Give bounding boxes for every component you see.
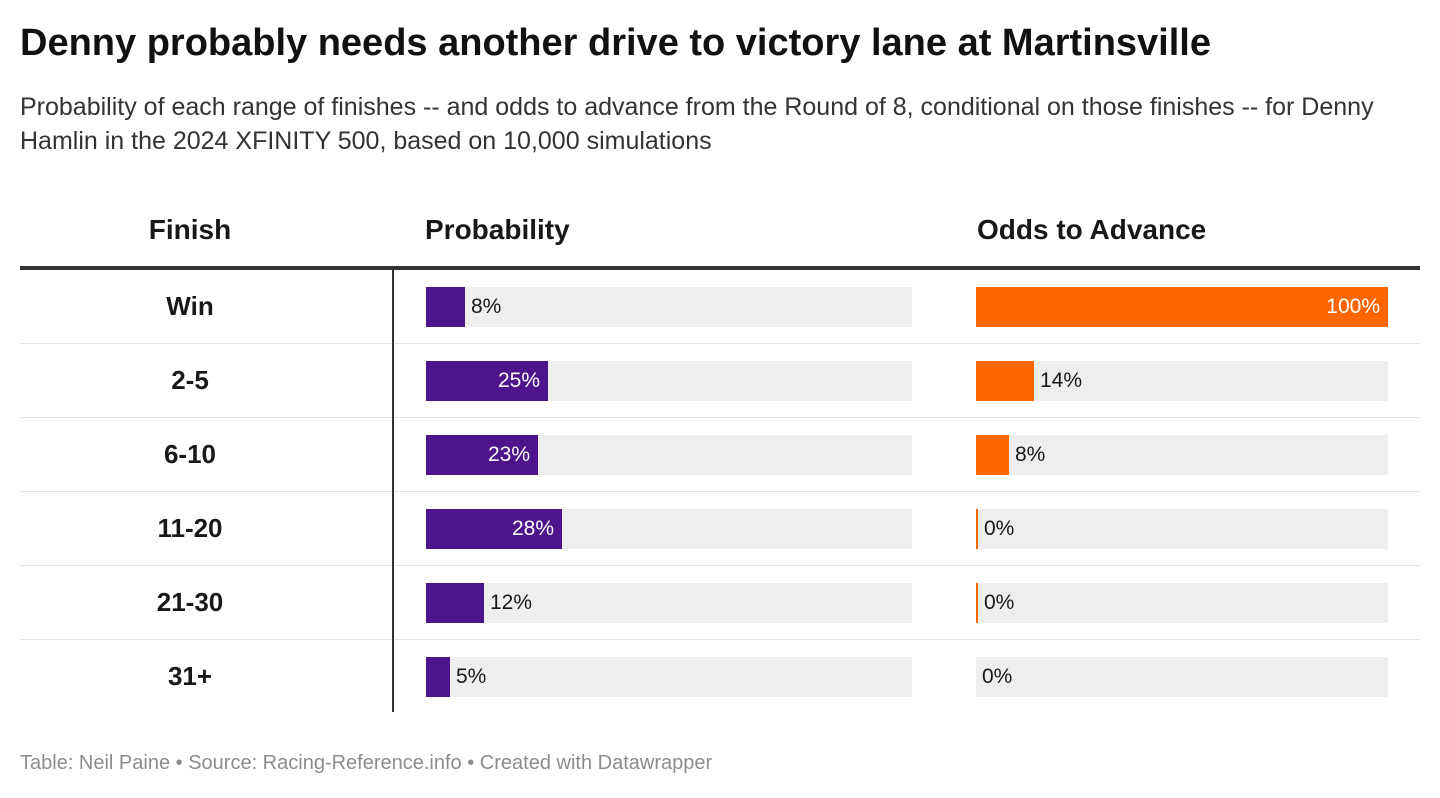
finish-cell: 6-10 (163, 439, 217, 469)
finish-cell: Win (166, 291, 214, 321)
odds-bar (976, 509, 978, 549)
odds-label: 0% (982, 665, 1013, 688)
probability-label: 28% (511, 517, 554, 540)
probability-label: 12% (490, 591, 533, 614)
finish-cell: 31+ (167, 661, 213, 691)
finish-cell: 21-30 (156, 587, 224, 617)
odds-track: 0% (976, 583, 1388, 623)
odds-label: 8% (1015, 443, 1046, 466)
odds-label: 0% (984, 517, 1015, 540)
probability-label: 5% (456, 665, 487, 688)
chart-title: Denny probably needs another drive to vi… (20, 22, 1211, 64)
probability-track: 12% (426, 583, 912, 623)
odds-track: 8% (976, 435, 1388, 475)
odds-track: 14% (976, 361, 1388, 401)
table-row: 6-10 23% 8% (20, 418, 1420, 492)
odds-bar (976, 583, 978, 623)
odds-track: 100% (976, 287, 1388, 327)
header-probability[interactable]: Probability (425, 214, 570, 245)
header-odds[interactable]: Odds to Advance (977, 214, 1207, 245)
odds-bar (976, 361, 1034, 401)
table-row: 31+ 5% 0% (20, 640, 1420, 713)
table-row: 21-30 12% 0% (20, 566, 1420, 640)
probability-label: 25% (497, 369, 540, 392)
table-body: Win 8% 100% 2-5 25% 14% 6-10 23% 8% 11-20 28% 0% 21-… (20, 270, 1420, 713)
chart-subtitle: Probability of each range of finishes --… (20, 93, 1374, 155)
probability-track: 5% (426, 657, 912, 697)
probability-label: 23% (487, 443, 530, 466)
odds-track: 0% (976, 657, 1388, 697)
finish-cell: 11-20 (157, 513, 223, 543)
table-row: Win 8% 100% (20, 270, 1420, 344)
odds-bar (976, 287, 1388, 327)
probability-bar (426, 287, 465, 327)
probability-track: 23% (426, 435, 912, 475)
probability-bar (426, 361, 548, 401)
probability-bar (426, 657, 450, 697)
odds-track: 0% (976, 509, 1388, 549)
table-row: 2-5 25% 14% (20, 344, 1420, 418)
probability-track: 28% (426, 509, 912, 549)
table-row: 11-20 28% 0% (20, 492, 1420, 566)
finish-cell: 2-5 (171, 365, 209, 395)
probability-track: 8% (426, 287, 912, 327)
odds-label: 100% (1326, 295, 1380, 318)
probability-bar (426, 435, 538, 475)
odds-bar (976, 435, 1009, 475)
odds-label: 0% (984, 591, 1015, 614)
probability-bar (426, 583, 484, 623)
header-finish[interactable]: Finish (148, 214, 232, 245)
probability-bar (426, 509, 562, 549)
column-divider (392, 270, 394, 712)
probability-track: 25% (426, 361, 912, 401)
table-header: Finish Probability Odds to Advance (20, 200, 1420, 270)
probability-label: 8% (471, 295, 502, 318)
results-table: Finish Probability Odds to Advance Win 8%… (20, 200, 1420, 713)
chart-footer: Table: Neil Paine • Source: Racing-Refer… (20, 752, 713, 774)
odds-label: 14% (1040, 369, 1083, 392)
